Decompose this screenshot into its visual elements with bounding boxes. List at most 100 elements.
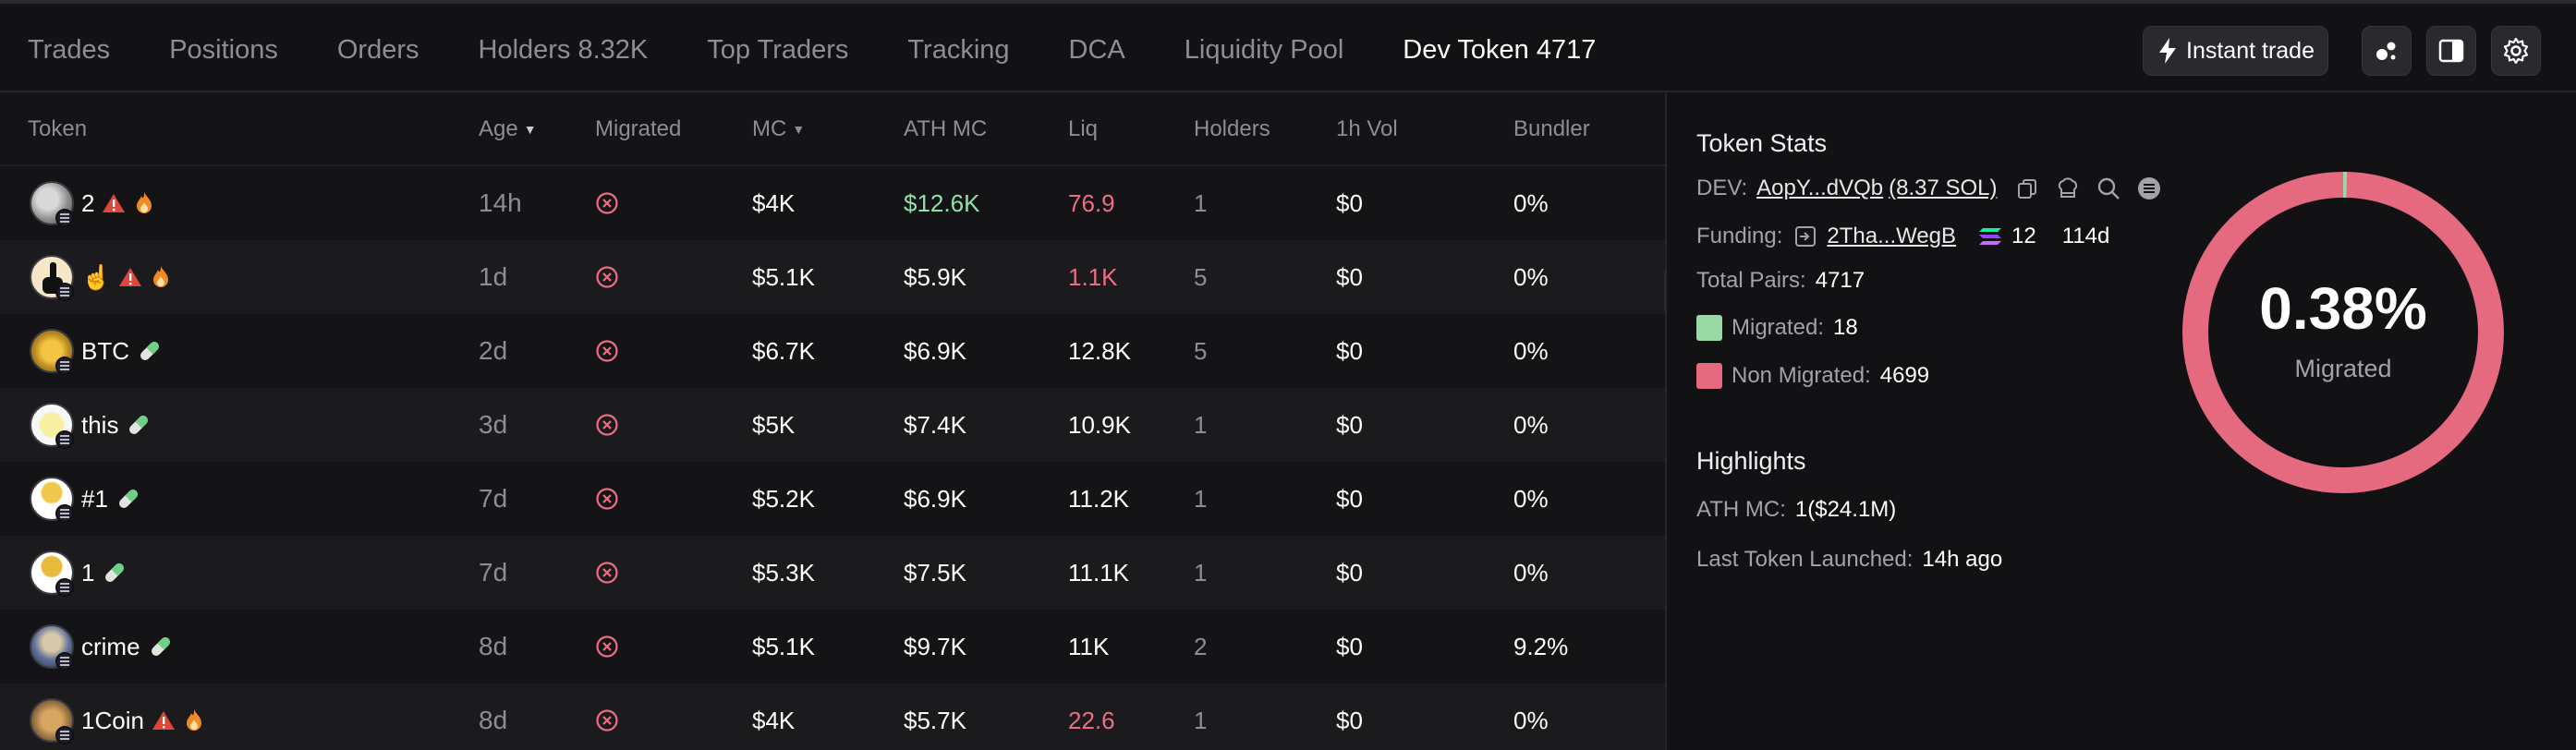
table-row[interactable]: this 3d $5K $7.4K 10.9K 1 $0 0% (0, 388, 1665, 462)
header-liq: Liq (1068, 116, 1099, 141)
top-bar: Trades Positions Orders Holders 8.32K To… (0, 0, 2576, 96)
token-age: 1d (479, 262, 508, 291)
sort-icon: ▼ (792, 122, 806, 137)
solana-icon (1978, 226, 2002, 247)
market-cap: $5K (752, 410, 796, 439)
not-migrated-icon (595, 536, 619, 610)
table-row[interactable]: BTC 2d $6.7K $6.9K 12.8K 5 $0 0% (0, 314, 1665, 388)
liquidity: 12.8K (1068, 336, 1131, 365)
bundler-percent: 0% (1513, 558, 1549, 587)
not-migrated-icon (595, 166, 619, 240)
bundler-percent: 0% (1513, 188, 1549, 217)
platform-badge-icon (55, 652, 74, 671)
tab-orders[interactable]: Orders (336, 34, 419, 65)
tab-dca[interactable]: DCA (1068, 34, 1125, 65)
tab-top-traders[interactable]: Top Traders (707, 34, 849, 65)
token-age: 2d (479, 336, 508, 365)
token-name: ☝️ (81, 240, 172, 314)
platform-badge-icon (55, 209, 74, 227)
layout-toggle-button[interactable] (2426, 26, 2476, 76)
list-icon[interactable] (2136, 175, 2162, 201)
pill-icon (115, 486, 141, 512)
funding-address-link[interactable]: 2Tha...WegB (1827, 224, 1957, 248)
header-age[interactable]: Age ▼ (479, 92, 537, 166)
token-stats-title: Token Stats (1696, 129, 1828, 157)
header-token: Token (28, 116, 88, 141)
market-cap: $5.1K (752, 262, 815, 291)
table-row[interactable]: 2 14h $4K $12.6K 76.9 1 $0 0% (0, 166, 1665, 240)
migrated-value: 18 (1833, 315, 1858, 340)
dev-sol-balance[interactable]: (8.37 SOL) (1889, 175, 1998, 200)
not-migrated-icon (595, 610, 619, 683)
liquidity: 11K (1068, 632, 1110, 660)
one-hour-volume: $0 (1336, 632, 1363, 660)
bundler-percent: 0% (1513, 706, 1549, 734)
ath-mc: $5.9K (904, 262, 966, 291)
holders-count: 1 (1194, 558, 1208, 587)
ath-mc: $7.4K (904, 410, 966, 439)
tab-tracking[interactable]: Tracking (907, 34, 1010, 65)
pill-icon (148, 634, 174, 659)
chef-hat-icon[interactable] (2055, 176, 2081, 200)
dev-row: DEV: AopY...dVQb (8.37 SOL) (1696, 174, 2162, 203)
bundler-percent: 0% (1513, 336, 1549, 365)
token-name: 2 (81, 166, 155, 240)
platform-badge-icon (55, 283, 74, 301)
token-name: #1 (81, 462, 141, 536)
donut-percent: 0.38% (2259, 275, 2426, 342)
top-actions: Instant trade (2143, 26, 2541, 76)
platform-badge-icon (55, 504, 74, 523)
migrated-swatch (1696, 315, 1722, 341)
token-name-text: 1 (81, 558, 95, 587)
token-name-text: 2 (81, 188, 95, 217)
migrated-legend: Migrated: 18 (1696, 312, 1858, 344)
last-token-row: Last Token Launched: 14h ago (1696, 545, 2002, 575)
table-row[interactable]: 1Coin 8d $4K $5.7K 22.6 1 $0 0% (0, 683, 1665, 750)
table-row[interactable]: #1 7d $5.2K $6.9K 11.2K 1 $0 0% (0, 462, 1665, 536)
search-icon[interactable] (2096, 175, 2121, 201)
dev-label: DEV: (1696, 175, 1748, 200)
warning-icon (118, 266, 142, 288)
table-row[interactable]: ☝️ 1d $5.1K $5.9K 1.1K 5 $0 0% (0, 240, 1665, 314)
bundler-percent: 0% (1513, 484, 1549, 513)
one-hour-volume: $0 (1336, 262, 1363, 291)
ath-mc-row: ATH MC: 1($24.1M) (1696, 495, 1896, 525)
bubble-map-button[interactable] (2362, 26, 2412, 76)
ath-mc: $6.9K (904, 484, 966, 513)
one-hour-volume: $0 (1336, 336, 1363, 365)
table-row[interactable]: 1 7d $5.3K $7.5K 11.1K 1 $0 0% (0, 536, 1665, 610)
tab-liquidity-pool[interactable]: Liquidity Pool (1184, 34, 1344, 65)
copy-icon[interactable] (2016, 177, 2038, 200)
one-hour-volume: $0 (1336, 484, 1363, 513)
header-ath-mc: ATH MC (904, 116, 988, 141)
platform-badge-icon (55, 578, 74, 597)
header-mc[interactable]: MC ▼ (752, 92, 805, 166)
instant-trade-button[interactable]: Instant trade (2143, 26, 2328, 76)
migration-donut-chart: 0.38% Migrated (2182, 172, 2504, 493)
token-name-text: this (81, 410, 119, 439)
not-migrated-icon (595, 240, 619, 314)
header-1h-vol: 1h Vol (1336, 116, 1398, 141)
token-name-text: ☝️ (81, 262, 112, 291)
token-name: crime (81, 610, 174, 683)
token-age: 7d (479, 484, 508, 513)
liquidity: 1.1K (1068, 262, 1118, 291)
token-name-text: crime (81, 632, 140, 660)
token-name: 1Coin (81, 683, 205, 750)
funding-label: Funding: (1696, 224, 1783, 248)
tab-holders[interactable]: Holders 8.32K (478, 34, 649, 65)
tab-bar: Trades Positions Orders Holders 8.32K To… (28, 4, 1655, 96)
tab-trades[interactable]: Trades (28, 34, 111, 65)
table-row[interactable]: crime 8d $5.1K $9.7K 11K 2 $0 9.2% (0, 610, 1665, 683)
tab-dev-token[interactable]: Dev Token 4717 (1403, 4, 1597, 96)
token-age: 7d (479, 558, 508, 587)
one-hour-volume: $0 (1336, 410, 1363, 439)
holders-count: 1 (1194, 410, 1208, 439)
tab-positions[interactable]: Positions (169, 34, 278, 65)
token-name-text: #1 (81, 484, 108, 513)
liquidity: 11.2K (1068, 484, 1130, 513)
last-token-value: 14h ago (1922, 547, 2003, 572)
settings-button[interactable] (2491, 26, 2541, 76)
dev-address-link[interactable]: AopY...dVQb (1756, 175, 1884, 200)
liquidity: 10.9K (1068, 410, 1131, 439)
